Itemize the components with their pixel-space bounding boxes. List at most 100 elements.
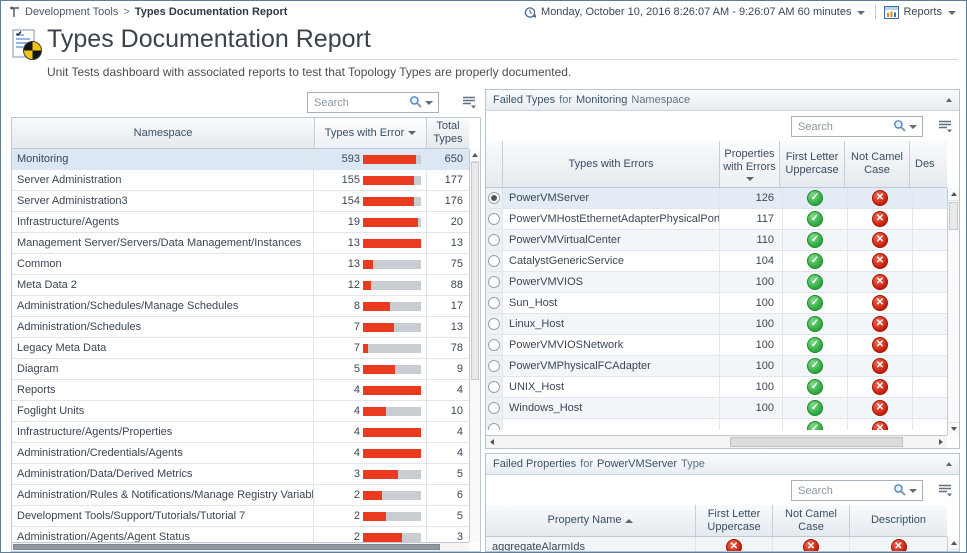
time-range-dropdown-icon[interactable]: [857, 11, 866, 15]
namespace-row[interactable]: Administration/Data/Derived Metrics 3 5: [12, 464, 469, 485]
search-options-icon[interactable]: [425, 101, 433, 105]
column-header-not-camel-case[interactable]: Not Camel Case: [773, 505, 850, 536]
total-types-cell: 4: [456, 426, 463, 438]
collapse-panel-icon[interactable]: [946, 462, 952, 466]
reports-dropdown-icon[interactable]: [948, 11, 956, 15]
not-camel-case-cell: [848, 398, 913, 418]
search-options-icon[interactable]: [909, 125, 917, 129]
failed-properties-vertical-scrollbar[interactable]: [947, 537, 959, 551]
namespace-row[interactable]: Administration/Agents/Agent Status 2 3: [12, 527, 469, 542]
namespace-row[interactable]: Monitoring 593 650: [12, 149, 469, 170]
collapse-panel-icon[interactable]: [946, 98, 952, 102]
column-header-property-name[interactable]: Property Name: [486, 505, 696, 536]
failed-type-row[interactable]: PowerVMVIOSNetwork 100: [486, 335, 947, 356]
radio-button[interactable]: [488, 360, 500, 372]
failed-type-row[interactable]: CatalystGenericService 104: [486, 251, 947, 272]
scroll-up-button[interactable]: [470, 149, 480, 162]
radio-button[interactable]: [488, 381, 500, 393]
namespace-row[interactable]: Infrastructure/Agents/Properties 4 4: [12, 422, 469, 443]
column-header-description-truncated[interactable]: Des: [915, 157, 935, 170]
failed-types-horizontal-scrollbar[interactable]: [486, 435, 947, 448]
namespace-row[interactable]: Administration/Credentials/Agents 4 4: [12, 443, 469, 464]
breadcrumb-parent[interactable]: Development Tools: [25, 6, 119, 18]
namespace-row[interactable]: Development Tools/Support/Tutorials/Tuto…: [12, 506, 469, 527]
column-header-types-with-error[interactable]: Types with Error: [315, 118, 427, 148]
column-header-namespace[interactable]: Namespace: [12, 118, 315, 148]
description-cell: [913, 272, 947, 292]
failed-type-row[interactable]: PowerVMServer 126: [486, 188, 947, 209]
table-customizer-icon[interactable]: [938, 483, 953, 497]
table-customizer-icon[interactable]: [462, 95, 477, 109]
radio-button[interactable]: [488, 213, 500, 225]
namespace-vertical-scrollbar[interactable]: [469, 149, 480, 542]
search-icon[interactable]: [409, 95, 423, 109]
radio-button[interactable]: [488, 234, 500, 246]
up-level-icon[interactable]: [9, 5, 21, 19]
namespace-row[interactable]: Management Server/Servers/Data Managemen…: [12, 233, 469, 254]
failed-properties-search-input[interactable]: [792, 481, 890, 501]
scroll-down-button[interactable]: [948, 422, 959, 435]
radio-button[interactable]: [488, 276, 500, 288]
search-icon[interactable]: [893, 119, 907, 133]
radio-button[interactable]: [488, 297, 500, 309]
failed-types-vertical-scrollbar[interactable]: [947, 188, 959, 435]
namespace-row[interactable]: Administration/Schedules 7 13: [12, 317, 469, 338]
scrollbar-thumb[interactable]: [13, 544, 440, 550]
radio-button[interactable]: [488, 339, 500, 351]
radio-button[interactable]: [488, 318, 500, 330]
failed-type-row[interactable]: PowerVMHostEthernetAdapterPhysicalPort 1…: [486, 209, 947, 230]
error-ratio-bar: [363, 511, 421, 521]
time-range-label[interactable]: Monday, October 10, 2016 8:26:07 AM - 9:…: [541, 6, 852, 18]
column-header-description[interactable]: Description: [870, 514, 927, 526]
namespace-row[interactable]: Common 13 75: [12, 254, 469, 275]
type-name-cell: UNIX_Host: [503, 377, 720, 397]
column-header-first-letter-uppercase[interactable]: First Letter Uppercase: [780, 141, 845, 187]
reports-menu-label[interactable]: Reports: [903, 6, 942, 18]
namespace-row[interactable]: Infrastructure/Agents 19 20: [12, 212, 469, 233]
radio-button[interactable]: [488, 255, 500, 267]
failed-type-row[interactable]: PowerVMVIOS 100: [486, 272, 947, 293]
failed-types-search-input[interactable]: [792, 117, 890, 137]
table-customizer-icon[interactable]: [938, 119, 953, 133]
failed-type-row[interactable]: Linux_Host 100: [486, 314, 947, 335]
namespace-row[interactable]: Reports 4 4: [12, 380, 469, 401]
scrollbar-thumb[interactable]: [730, 437, 903, 447]
column-header-selector: [486, 141, 503, 187]
failed-property-row[interactable]: aggregateAlarmIds: [486, 537, 947, 551]
description-cell: [913, 230, 947, 250]
column-header-properties-with-errors[interactable]: Properties with Errors: [720, 141, 780, 187]
namespace-row[interactable]: Diagram 5 9: [12, 359, 469, 380]
search-icon[interactable]: [893, 483, 907, 497]
error-ratio-bar: [363, 343, 421, 353]
failed-type-row[interactable]: Windows_Host 100: [486, 398, 947, 419]
namespace-row[interactable]: Server Administration3 154 176: [12, 191, 469, 212]
namespace-row[interactable]: Administration/Schedules/Manage Schedule…: [12, 296, 469, 317]
first-letter-uppercase-cell: [783, 335, 848, 355]
column-header-total-types[interactable]: Total Types: [433, 120, 463, 145]
column-header-first-letter-uppercase[interactable]: First Letter Uppercase: [696, 505, 773, 536]
namespace-search-input[interactable]: [308, 93, 406, 113]
radio-button[interactable]: [488, 402, 500, 414]
scroll-left-button[interactable]: [486, 436, 498, 448]
scrollbar-thumb[interactable]: [471, 162, 479, 381]
namespace-row[interactable]: Foglight Units 4 10: [12, 401, 469, 422]
failed-type-row[interactable]: Sun_Host 100: [486, 293, 947, 314]
namespace-row[interactable]: Meta Data 2 12 88: [12, 275, 469, 296]
scroll-up-button[interactable]: [948, 537, 959, 550]
scrollbar-thumb[interactable]: [949, 202, 958, 230]
namespace-horizontal-scrollbar[interactable]: [12, 542, 469, 551]
scroll-up-button[interactable]: [948, 188, 959, 201]
failed-type-row[interactable]: UNIX_Host 100: [486, 377, 947, 398]
scroll-right-button[interactable]: [935, 436, 947, 448]
namespace-row[interactable]: Administration/Rules & Notifications/Man…: [12, 485, 469, 506]
search-options-icon[interactable]: [909, 489, 917, 493]
namespace-row[interactable]: Legacy Meta Data 7 78: [12, 338, 469, 359]
properties-with-errors-cell: 100: [720, 314, 783, 334]
failed-type-row[interactable]: PowerVMPhysicalFCAdapter 100: [486, 356, 947, 377]
namespace-row[interactable]: Server Administration 155 177: [12, 170, 469, 191]
radio-button[interactable]: [488, 192, 500, 204]
failed-type-row[interactable]: PowerVMVirtualCenter 110: [486, 230, 947, 251]
column-header-not-camel-case[interactable]: Not Camel Case: [845, 141, 910, 187]
error-ratio-bar: [363, 217, 421, 227]
column-header-types-with-errors[interactable]: Types with Errors: [503, 141, 720, 187]
